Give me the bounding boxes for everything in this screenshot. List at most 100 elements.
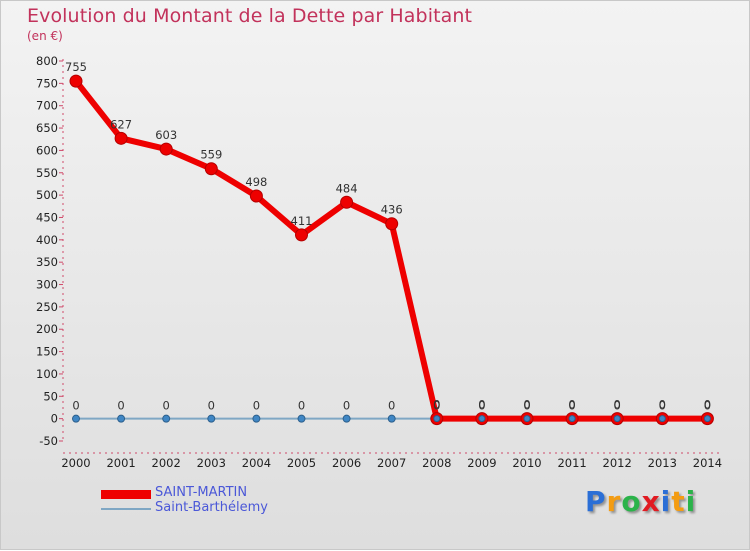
- data-label-saint-barthelemy: 0: [704, 399, 711, 413]
- data-point-saint-barthelemy: [387, 414, 396, 423]
- data-point-saint-martin: [249, 189, 263, 203]
- data-label-saint-barthelemy: 0: [523, 399, 530, 413]
- data-point-saint-barthelemy: [297, 414, 306, 423]
- legend-label-saint-martin: SAINT-MARTIN: [155, 485, 248, 500]
- data-point-overlap: [658, 415, 666, 423]
- y-tick-label: 750: [36, 76, 58, 90]
- data-label-saint-martin: 0: [478, 398, 485, 412]
- data-label-saint-martin: 0: [704, 398, 711, 412]
- data-labels: 0 0 0 0 0 0 0 0 0 0 0 0 0 0 07556276035594984114844360…: [65, 60, 711, 413]
- data-label-saint-barthelemy: 0: [568, 399, 575, 413]
- data-point-saint-martin: [114, 131, 128, 145]
- x-tick-label: 2009: [467, 456, 496, 470]
- data-label-saint-barthelemy: 0: [343, 399, 350, 413]
- data-label-saint-barthelemy: 0: [117, 399, 124, 413]
- logo-letter: i: [660, 485, 672, 518]
- y-tick-label: 300: [36, 278, 58, 292]
- y-tick-label: 100: [36, 367, 58, 381]
- data-label-saint-martin: 0: [614, 398, 621, 412]
- legend-label-saint-barthelemy: Saint-Barthélemy: [155, 500, 268, 515]
- y-tick-label: 700: [36, 99, 58, 113]
- chart-title: Evolution du Montant de la Dette par Hab…: [27, 5, 473, 27]
- y-tick-label: 500: [36, 188, 58, 202]
- data-label-saint-martin: 0: [659, 398, 666, 412]
- logo-letter: x: [641, 485, 661, 518]
- axes: -50 0 50 100 150 200 250 300 350 400 450 500 550 600 6…: [36, 54, 722, 470]
- x-tick-label: 2006: [332, 456, 361, 470]
- x-tick-label: 2012: [603, 456, 632, 470]
- y-tick-label: -50: [39, 434, 58, 448]
- x-tick-label: 2010: [512, 456, 541, 470]
- legend-swatch-saint-martin: [101, 490, 151, 499]
- y-tick-label: 800: [36, 54, 58, 68]
- data-point-saint-martin: [295, 228, 308, 242]
- y-tick-label: 400: [36, 233, 58, 247]
- data-point-overlap: [433, 415, 441, 423]
- data-label-saint-martin: 0: [433, 398, 440, 412]
- x-tick-label: 2013: [648, 456, 677, 470]
- y-tick-label: 50: [43, 389, 58, 403]
- y-tick-label: 150: [36, 345, 58, 359]
- proxiti-logo: Proxiti: [585, 485, 696, 518]
- x-tick-label: 2004: [242, 456, 271, 470]
- data-label-saint-barthelemy: 0: [163, 399, 170, 413]
- x-tick-label: 2008: [422, 456, 451, 470]
- data-point-overlap: [478, 415, 486, 423]
- data-label-saint-martin: 755: [65, 60, 87, 74]
- legend-swatch-saint-barthelemy: [101, 508, 151, 510]
- data-label-saint-barthelemy: 0: [478, 399, 485, 413]
- x-tick-label: 2003: [197, 456, 226, 470]
- data-point-overlap: [568, 415, 576, 423]
- logo-letter: t: [671, 485, 686, 518]
- data-point-saint-martin: [385, 217, 399, 231]
- data-point-saint-barthelemy: [252, 414, 261, 423]
- data-label-saint-martin: 411: [291, 214, 313, 228]
- logo-letter: P: [585, 485, 607, 518]
- x-tick-label: 2000: [61, 456, 90, 470]
- data-point-overlap: [613, 415, 621, 423]
- y-tick-label: 200: [36, 322, 58, 336]
- data-label-saint-martin: 559: [200, 148, 222, 162]
- data-label-saint-barthelemy: 0: [388, 399, 395, 413]
- data-point-saint-barthelemy: [72, 414, 80, 423]
- data-label-saint-barthelemy: 0: [433, 399, 440, 413]
- x-tick-label: 2005: [287, 456, 316, 470]
- y-tick-label: 600: [36, 143, 58, 157]
- data-label-saint-barthelemy: 0: [253, 399, 260, 413]
- x-tick-label: 2014: [693, 456, 722, 470]
- data-label-saint-barthelemy: 0: [208, 399, 215, 413]
- y-tick-label: 450: [36, 210, 58, 224]
- data-label-saint-barthelemy: 0: [614, 399, 621, 413]
- x-tick-label: 2002: [152, 456, 181, 470]
- data-point-overlap: [523, 415, 531, 423]
- data-label-saint-martin: 0: [568, 398, 575, 412]
- data-point-overlap: [703, 415, 711, 423]
- y-tick-label: 650: [36, 121, 58, 135]
- x-tick-label: 2011: [557, 456, 586, 470]
- logo-letter: o: [621, 485, 642, 518]
- data-point-saint-barthelemy: [342, 414, 351, 423]
- data-point-saint-barthelemy: [117, 414, 126, 423]
- data-label-saint-barthelemy: 0: [659, 399, 666, 413]
- y-tick-label: 0: [51, 412, 58, 426]
- data-label-saint-martin: 0: [523, 398, 530, 412]
- x-tick-label: 2007: [377, 456, 406, 470]
- data-label-saint-martin: 498: [245, 175, 267, 189]
- data-point-saint-martin: [159, 142, 173, 156]
- data-label-saint-martin: 627: [110, 117, 132, 131]
- data-label-saint-martin: 436: [381, 203, 403, 217]
- data-point-saint-martin: [340, 195, 354, 209]
- x-tick-label: 2001: [106, 456, 135, 470]
- data-point-saint-martin: [69, 74, 83, 88]
- logo-letter: i: [685, 485, 697, 518]
- data-label-saint-barthelemy: 0: [298, 399, 305, 413]
- data-label-saint-barthelemy: 0: [72, 399, 79, 413]
- y-tick-label: 350: [36, 255, 58, 269]
- chart-subtitle: (en €): [27, 29, 63, 43]
- data-point-saint-barthelemy: [207, 414, 216, 423]
- data-label-saint-martin: 603: [155, 128, 177, 142]
- data-label-saint-martin: 484: [336, 181, 358, 195]
- series-saint-martin: [69, 74, 714, 426]
